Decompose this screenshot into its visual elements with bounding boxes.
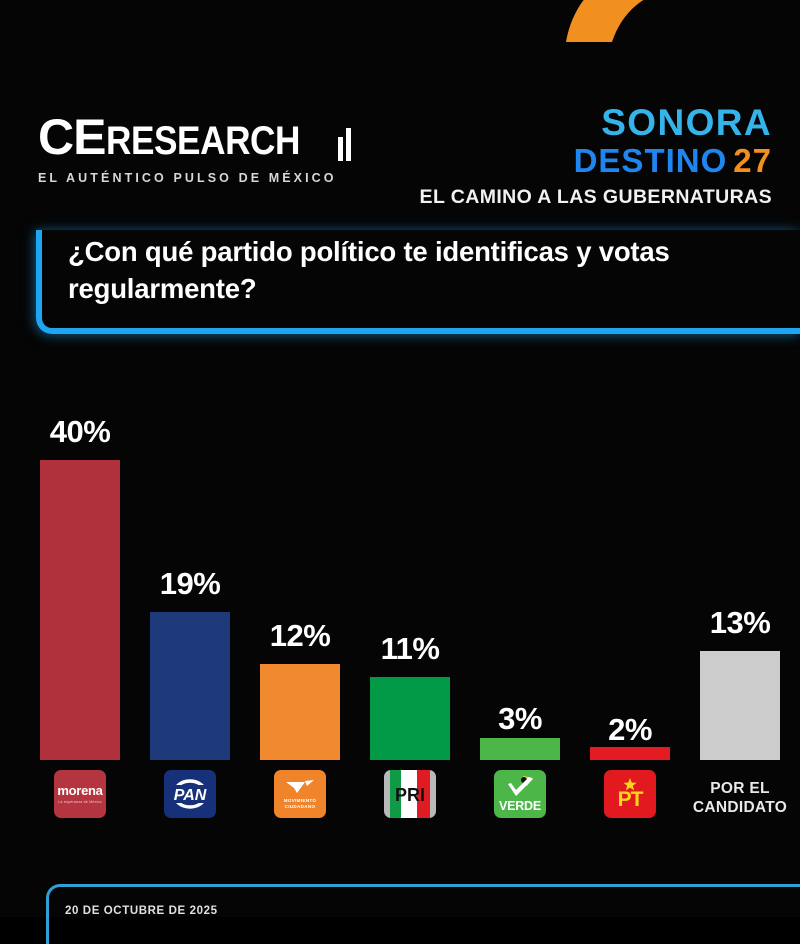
party-logo-morena-text: morena (57, 783, 103, 799)
brand-logo-research: RESEARCH (106, 119, 301, 163)
bar-value-mc: 12% (269, 618, 331, 653)
candidato-line1: POR EL (710, 780, 770, 798)
party-logo-verde-text: VERDE (498, 799, 542, 814)
bar-value-candidato: 13% (709, 605, 771, 640)
party-logo-pri: PRI (384, 770, 436, 818)
campaign-title: SONORA DESTINO 27 EL CAMINO A LAS GUBERNA… (420, 104, 772, 209)
bar-group-pan: 19% PAN (146, 360, 234, 860)
brand-logo: CE RESEARCH EL AUTÉNTICO PULSO DE MÉXICO (38, 109, 351, 185)
party-logo-pt-text: PT (617, 788, 644, 811)
party-logo-pan: PAN (164, 770, 216, 818)
bar-group-pt: 2% PT (586, 360, 674, 860)
bar-value-pri: 11% (380, 631, 440, 666)
title-destino: DESTINO (573, 141, 728, 179)
party-logo-mc: MOVIMIENTO CIUDADANO (274, 770, 326, 818)
question-text: ¿Con qué partido político te identificas… (68, 236, 670, 304)
bar-rect-pan (150, 612, 230, 760)
party-logo-morena-subtext: La esperanza de México (58, 799, 102, 804)
eagle-icon (286, 779, 314, 793)
bar-group-morena: 40% morena La esperanza de México (36, 360, 124, 860)
page-header: CE RESEARCH EL AUTÉNTICO PULSO DE MÉXICO… (0, 104, 800, 216)
bar-chart-icon (337, 128, 351, 161)
party-logo-pt: PT (604, 770, 656, 818)
bar-group-verde: 3% VERDE (476, 360, 564, 860)
poll-bar-chart: 40% morena La esperanza de México 19% PA… (0, 360, 800, 860)
bar-group-pri: 11% PRI (366, 360, 454, 860)
party-logo-morena: morena La esperanza de México (54, 770, 106, 818)
bar-value-morena: 40% (49, 414, 111, 449)
bar-value-verde: 3% (498, 701, 542, 736)
title-destino-row: DESTINO 27 (420, 141, 772, 179)
svg-text:PRI: PRI (395, 785, 425, 805)
mc-line1: MOVIMIENTO (283, 797, 317, 803)
brand-logo-wordmark: CE RESEARCH (38, 109, 351, 165)
pan-emblem-icon: PAN (168, 779, 212, 809)
bar-rect-pt (590, 747, 670, 760)
title-subtitle: EL CAMINO A LAS GUBERNATURAS (419, 186, 772, 209)
title-sonora: SONORA (601, 102, 772, 143)
bar-rect-morena (40, 460, 120, 760)
orange-swoosh-decoration (566, 0, 796, 42)
toucan-check-icon (508, 776, 533, 797)
svg-text:PAN: PAN (174, 787, 207, 804)
pri-emblem-icon: PRI (395, 785, 425, 805)
title-year-27: 27 (733, 141, 772, 179)
bar-value-pt: 2% (608, 712, 652, 747)
category-label-candidato: POR EL CANDIDATO (675, 780, 800, 818)
brand-tagline: EL AUTÉNTICO PULSO DE MÉXICO (38, 171, 337, 185)
party-logo-mc-text: MOVIMIENTO CIUDADANO (284, 798, 317, 809)
question-bracket-decoration (36, 230, 800, 334)
bar-group-mc: 12% MOVIMIENTO CIUDADANO (256, 360, 344, 860)
candidato-line2: CANDIDATO (692, 799, 788, 817)
bar-rect-pri (370, 677, 450, 760)
bar-rect-verde (480, 738, 560, 760)
bar-rect-mc (260, 664, 340, 760)
brand-logo-ce: CE (38, 109, 106, 165)
bar-group-candidato: 13% POR EL CANDIDATO (693, 360, 787, 860)
bar-rect-candidato (700, 651, 780, 760)
question-section: ¿Con qué partido político te identificas… (36, 226, 800, 336)
footer-date: 20 DE OCTUBRE DE 2025 (65, 905, 218, 917)
footer-box: 20 DE OCTUBRE DE 2025 (46, 884, 800, 944)
star-icon (623, 778, 637, 791)
mc-line2: CIUDADANO (284, 803, 316, 809)
bar-value-pan: 19% (159, 566, 221, 601)
party-logo-verde: VERDE (494, 770, 546, 818)
